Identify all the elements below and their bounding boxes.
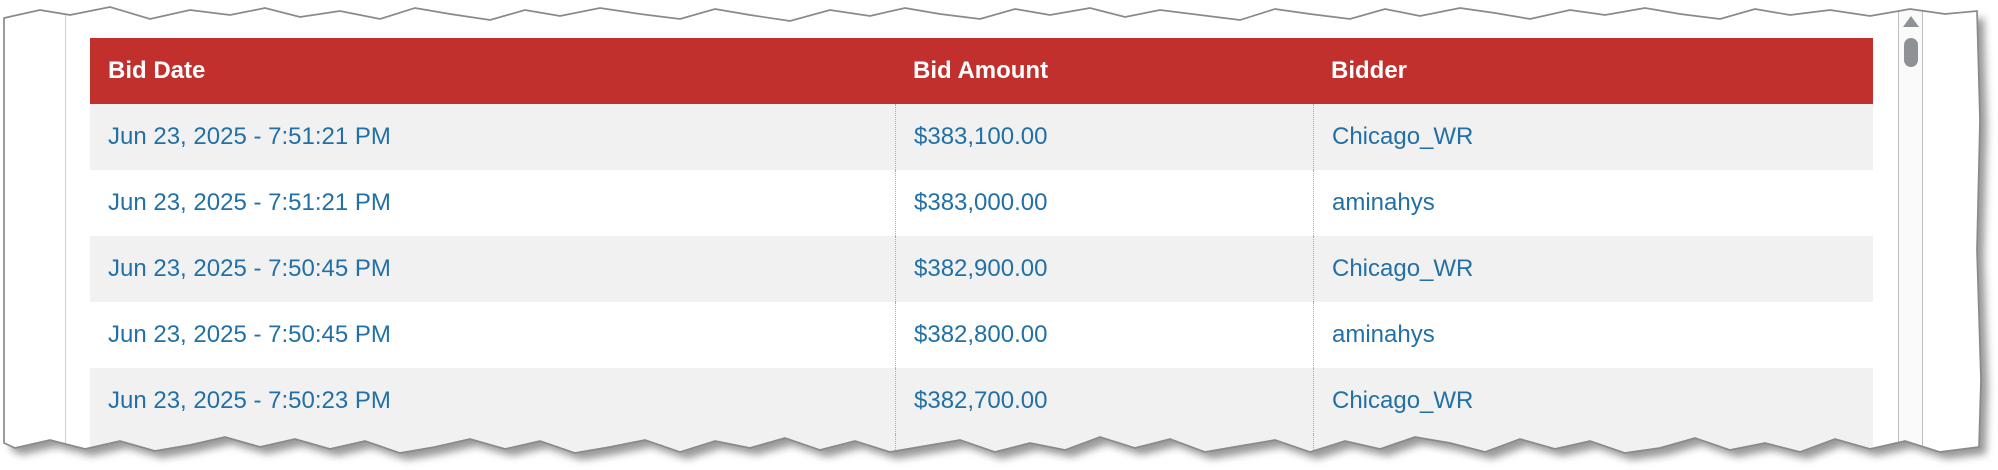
table-row: Jun 23, 2025 - 7:51:21 PM $383,000.00 am…: [90, 170, 1873, 236]
scrollbar-thumb[interactable]: [1904, 38, 1918, 67]
bid-date-cell: Jun 23, 2025 - 7:51:21 PM: [108, 123, 391, 150]
bidder-cell: aminahys: [1313, 302, 1873, 368]
bid-amount-cell: $383,100.00: [895, 104, 1313, 170]
column-header-bid-date: Bid Date: [108, 57, 206, 84]
bid-date-cell: Jun 23, 2025 - 7:50:23 PM: [108, 387, 391, 414]
table-body: Jun 23, 2025 - 7:51:21 PM $383,100.00 Ch…: [90, 104, 1873, 434]
bid-amount-cell: $382,800.00: [895, 302, 1313, 368]
bidder-cell: aminahys: [1313, 170, 1873, 236]
bid-history-table: Bid Date Bid Amount Bidder Jun 23, 2025 …: [90, 38, 1873, 470]
panel-left-border: [65, 0, 66, 470]
bid-date-cell: Jun 23, 2025 - 7:50:45 PM: [108, 321, 391, 348]
bid-date-cell: Jun 23, 2025 - 7:50:45 PM: [108, 255, 391, 282]
bid-date-cell: Jun 23, 2025 - 7:51:21 PM: [108, 189, 391, 216]
bid-amount-cell: $382,900.00: [895, 236, 1313, 302]
table-row: Jun 23, 2025 - 7:51:21 PM $383,100.00 Ch…: [90, 104, 1873, 170]
bidder-cell: Chicago_WR: [1313, 236, 1873, 302]
table-header-row: Bid Date Bid Amount Bidder: [90, 38, 1873, 104]
vertical-scrollbar[interactable]: [1898, 0, 1923, 470]
table-row: Jun 23, 2025 - 7:50:45 PM $382,900.00 Ch…: [90, 236, 1873, 302]
bidder-cell: Chicago_WR: [1313, 104, 1873, 170]
scroll-up-icon[interactable]: [1903, 16, 1919, 27]
table-row: Jun 23, 2025 - 7:50:23 PM $382,700.00 Ch…: [90, 368, 1873, 434]
table-row: Jun 23, 2025 - 7:50:45 PM $382,800.00 am…: [90, 302, 1873, 368]
bid-amount-cell: $382,700.00: [895, 368, 1313, 434]
column-header-bidder: Bidder: [1331, 57, 1408, 84]
bid-amount-cell: $383,000.00: [895, 170, 1313, 236]
bidder-cell: Chicago_WR: [1313, 368, 1873, 434]
column-header-bid-amount: Bid Amount: [913, 57, 1049, 84]
